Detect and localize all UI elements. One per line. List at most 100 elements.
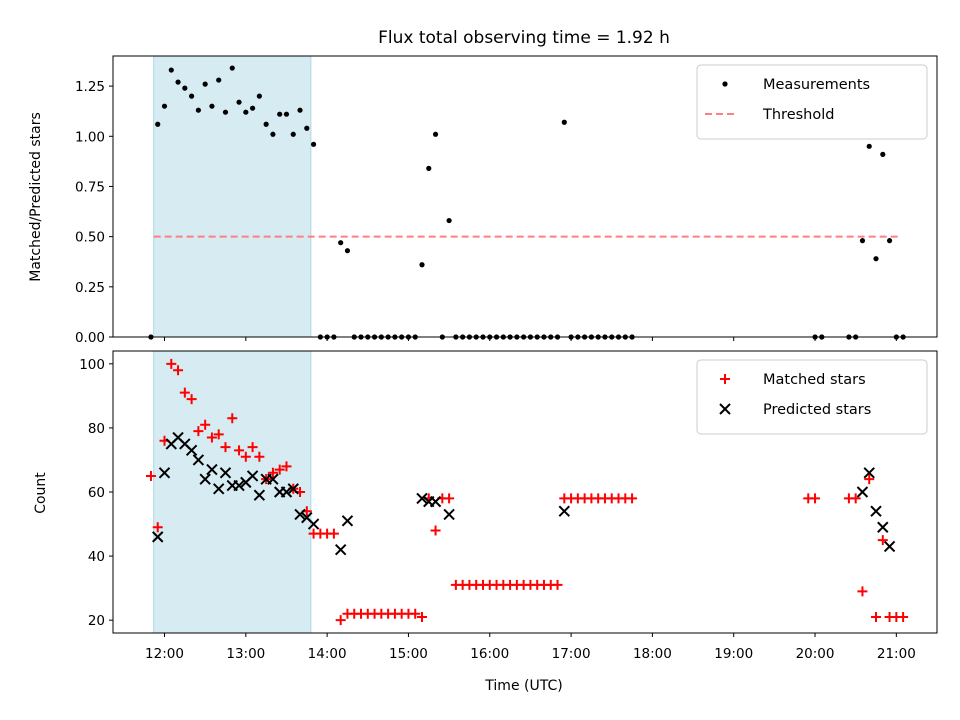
data-point — [254, 451, 265, 462]
data-point — [850, 493, 861, 504]
data-point — [898, 611, 909, 622]
data-point — [334, 543, 347, 556]
data-point — [416, 492, 428, 505]
data-point — [145, 470, 156, 481]
data-point — [192, 454, 205, 466]
bottom-y-axis-label: Count — [33, 472, 49, 514]
data-point — [627, 493, 638, 504]
data-point — [216, 77, 222, 83]
x-tick-label: 21:00 — [877, 646, 916, 662]
data-point — [304, 125, 310, 131]
data-point — [338, 240, 344, 246]
data-point — [866, 143, 872, 149]
x-tick-label: 12:00 — [145, 646, 184, 662]
data-point — [856, 486, 869, 498]
data-point — [249, 105, 256, 111]
y-tick-label: 0.00 — [75, 330, 105, 346]
x-tick-label: 16:00 — [470, 646, 509, 662]
data-point — [430, 525, 441, 536]
y-tick-label: 60 — [88, 485, 105, 501]
data-point — [558, 505, 571, 517]
y-tick-label: 1.25 — [75, 79, 105, 95]
legend: Matched stars Predicted stars — [696, 359, 928, 435]
data-point — [344, 248, 351, 254]
y-tick-label: 1.00 — [75, 129, 105, 145]
legend-marker — [720, 374, 730, 384]
data-point — [202, 81, 208, 87]
data-point — [195, 107, 201, 113]
y-tick-label: 80 — [88, 421, 105, 437]
data-point — [864, 474, 875, 485]
y-tick-label: 100 — [79, 357, 105, 373]
legend-marker — [722, 81, 728, 87]
data-point — [886, 238, 893, 244]
data-point — [426, 165, 432, 171]
x-axis-label: Time (UTC) — [484, 678, 562, 694]
data-point — [429, 495, 442, 508]
legend-label: Matched stars — [763, 372, 866, 388]
data-point — [186, 394, 197, 405]
axes-frame — [112, 55, 938, 338]
data-point — [443, 508, 455, 521]
data-point — [274, 464, 285, 475]
data-point — [173, 365, 184, 376]
data-point — [810, 493, 821, 504]
data-point — [213, 429, 224, 440]
data-point — [243, 109, 249, 115]
data-point — [877, 535, 888, 546]
data-point — [236, 99, 242, 105]
data-point — [267, 473, 279, 485]
data-point — [209, 103, 215, 109]
data-point — [253, 489, 266, 501]
data-point — [883, 540, 896, 553]
data-point — [283, 111, 290, 117]
legend-marker — [719, 403, 731, 415]
data-point — [280, 486, 293, 498]
data-point — [213, 483, 225, 495]
x-tick-label: 14:00 — [308, 646, 347, 662]
data-point — [446, 217, 452, 224]
data-point — [179, 387, 190, 398]
data-point — [247, 442, 258, 453]
x-tick-label: 18:00 — [633, 646, 672, 662]
data-point — [552, 579, 563, 590]
data-point — [246, 470, 259, 482]
x-tick-label: 13:00 — [226, 646, 265, 662]
y-tick-label: 0.50 — [75, 230, 105, 246]
legend-label: Measurements — [763, 77, 870, 93]
data-point — [871, 611, 882, 622]
data-point — [233, 479, 245, 492]
x-tick-label: 20:00 — [796, 646, 835, 662]
top-panel: 0.00 0.25 0.50 0.75 1.00 1.25 Measurements Thre… — [75, 55, 938, 346]
data-point — [419, 262, 425, 268]
x-tick-label: 17:00 — [552, 646, 591, 662]
data-point — [328, 528, 339, 539]
data-point — [158, 467, 171, 479]
data-point — [277, 111, 283, 117]
data-point — [341, 515, 354, 527]
data-point — [227, 413, 238, 424]
shaded-interval — [153, 55, 312, 338]
data-point — [877, 521, 889, 533]
data-point — [297, 107, 303, 113]
data-point — [432, 131, 439, 137]
data-point — [417, 611, 427, 622]
data-point — [290, 131, 296, 137]
data-point — [155, 121, 161, 127]
data-point — [182, 85, 188, 91]
legend-label: Predicted stars — [763, 402, 871, 418]
y-tick-label: 0.75 — [75, 179, 105, 195]
x-tick-label: 19:00 — [714, 646, 753, 662]
data-point — [152, 522, 163, 533]
data-point — [444, 493, 455, 504]
legend-box — [696, 359, 928, 435]
data-point — [880, 151, 886, 157]
data-point — [199, 473, 211, 485]
data-point — [175, 79, 181, 85]
top-y-axis-label: Matched/Predicted stars — [28, 112, 44, 282]
data-point — [256, 93, 262, 99]
data-point — [206, 463, 218, 476]
data-point — [270, 131, 276, 137]
legend-box — [696, 64, 928, 140]
